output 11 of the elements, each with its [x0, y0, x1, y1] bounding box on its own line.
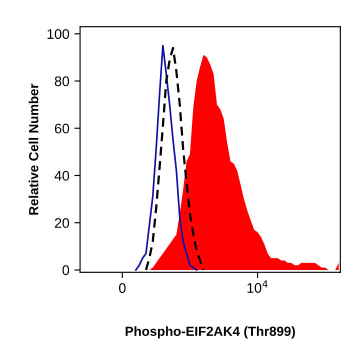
y-tick-label: 0 [62, 265, 70, 276]
line-series [135, 44, 198, 271]
line-series [144, 46, 205, 272]
y-tick-label: 20 [54, 218, 70, 228]
y-axis-title: Relative Cell Number [28, 84, 38, 215]
y-tick-label: 40 [54, 170, 70, 181]
x-tick-label: 10$^{4}$ [247, 280, 268, 293]
y-tick-label: 100 [48, 29, 70, 39]
x-axis-title: Phospho-EIF2AK4 (Thr899) [126, 326, 295, 339]
y-tick-label: 60 [54, 124, 70, 134]
y-tick-label: 80 [54, 76, 70, 86]
